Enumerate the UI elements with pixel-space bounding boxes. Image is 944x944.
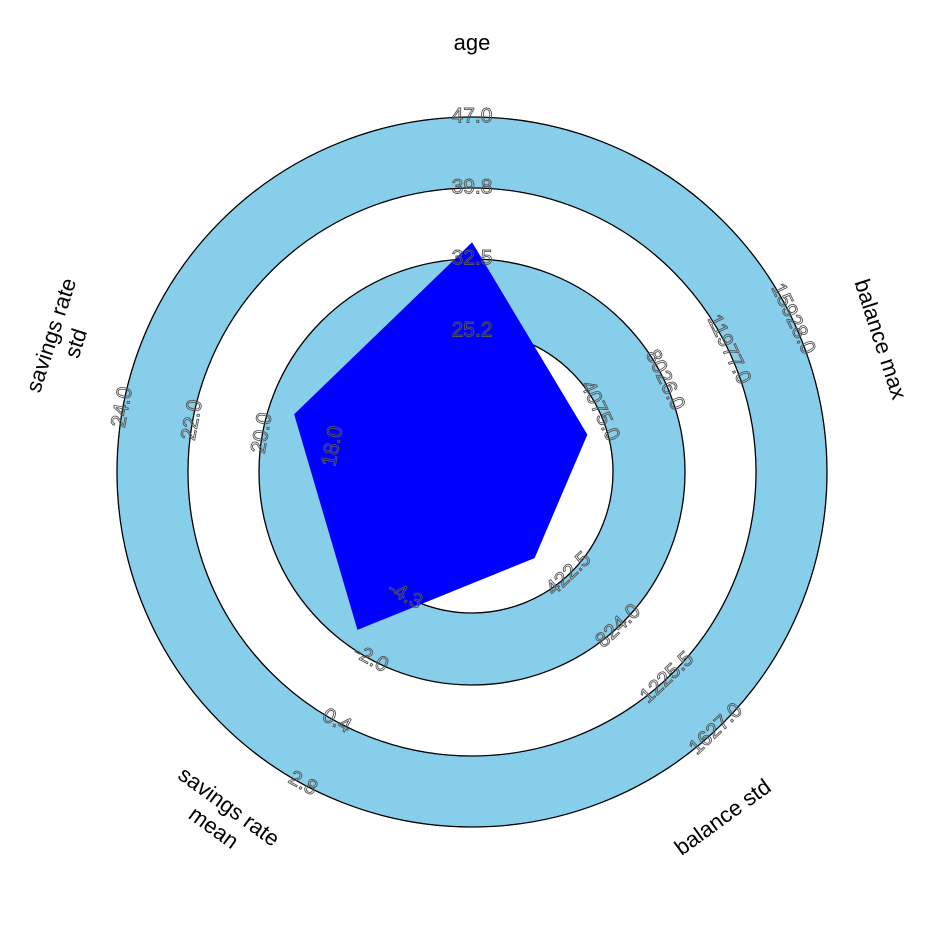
axis-label-balance_std: balance std <box>670 774 776 860</box>
tick-label-age-3: 39.8 <box>452 176 493 199</box>
tick-label-age-2: 32.5 <box>452 247 493 270</box>
axis-label-line: age <box>454 30 491 55</box>
axis-label-line: balance std <box>670 774 776 860</box>
series-polygon-1 <box>294 242 588 630</box>
chart-series <box>294 242 588 630</box>
tick-label-age-1: 25.2 <box>452 319 493 342</box>
tick-label-age-4: 47.0 <box>452 105 493 128</box>
axis-label-line: balance max <box>850 276 912 402</box>
axis-label-age: age <box>454 30 491 55</box>
axis-label-balance_max: balance max <box>850 276 912 402</box>
